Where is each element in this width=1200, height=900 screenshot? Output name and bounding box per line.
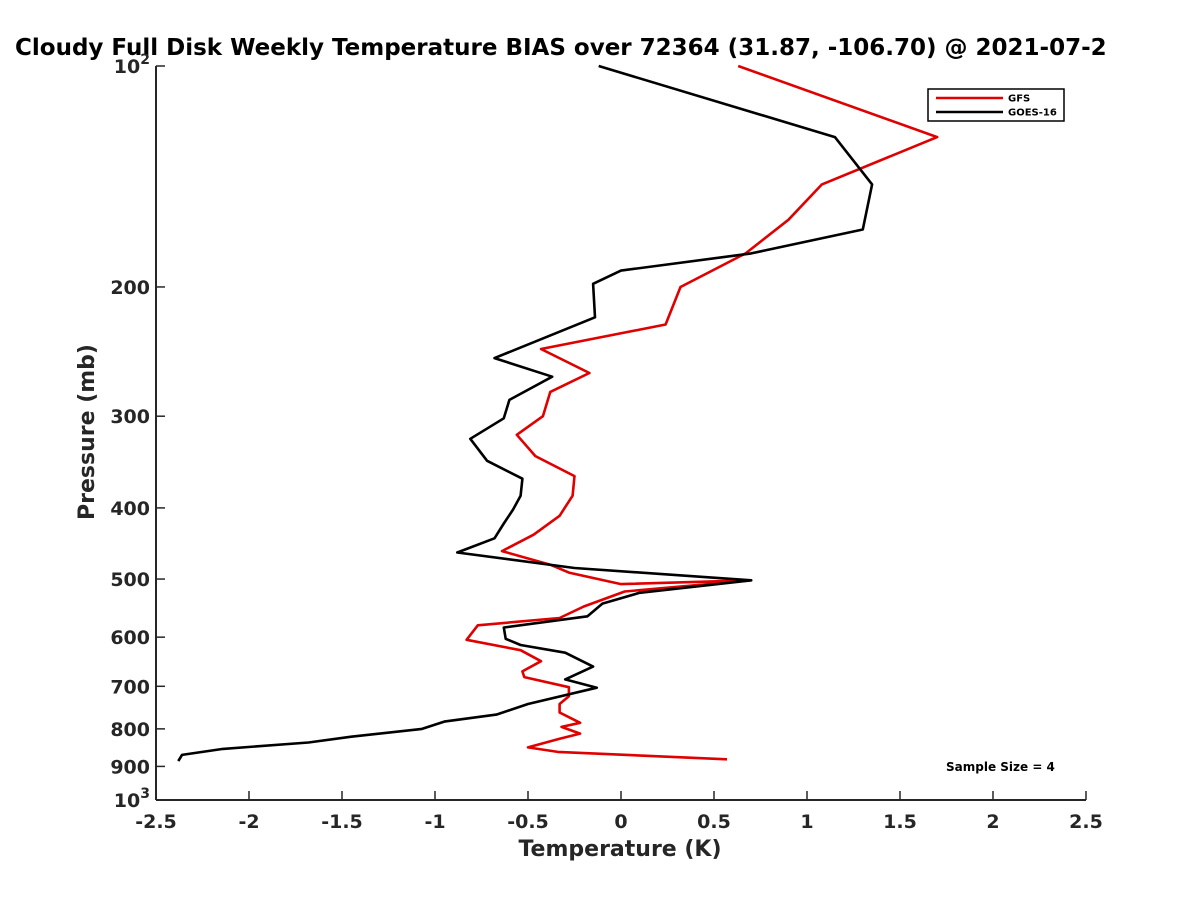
legend: GFS GOES-16 — [927, 88, 1065, 122]
chart-title: Cloudy Full Disk Weekly Temperature BIAS… — [15, 35, 1107, 61]
x-tick-label: -2 — [238, 811, 259, 833]
y-tick-label: 102 — [114, 52, 150, 78]
sample-size-annotation: Sample Size = 4 — [946, 760, 1055, 774]
y-tick-label: 600 — [110, 627, 150, 649]
x-tick-label: -0.5 — [507, 811, 549, 833]
x-tick-label: 1.5 — [883, 811, 917, 833]
x-tick-label: 2 — [986, 811, 999, 833]
series-line-gfs — [465, 64, 939, 761]
y-tick-label: 300 — [110, 406, 150, 428]
y-tick-label: 700 — [110, 676, 150, 698]
x-tick-label: 1 — [800, 811, 813, 833]
y-tick-label: 103 — [114, 786, 150, 812]
axes-layer: -2.5 -2 -1.5 -1 -0.5 0 0.5 1 1.5 2 2.5 102 200 300 400… — [110, 52, 1103, 833]
y-tick-label: 800 — [110, 719, 150, 741]
legend-label: GOES-16 — [1008, 108, 1057, 119]
x-axis-label: Temperature (K) — [518, 837, 721, 862]
y-tick-label: 500 — [110, 569, 150, 591]
y-tick-label: 400 — [110, 498, 150, 520]
y-tick-label: 200 — [110, 277, 150, 299]
y-tick-label: 900 — [110, 756, 150, 778]
x-tick-label: 0.5 — [697, 811, 731, 833]
series-line-goes-16 — [177, 64, 874, 762]
legend-label: GFS — [1008, 94, 1030, 105]
y-axis-label: Pressure (mb) — [75, 344, 100, 520]
x-tick-label: -1 — [424, 811, 445, 833]
x-tick-label: 0 — [614, 811, 627, 833]
x-tick-label: -1.5 — [321, 811, 363, 833]
series-layer — [177, 64, 939, 762]
x-tick-label: 2.5 — [1069, 811, 1103, 833]
legend-box — [927, 88, 1065, 122]
x-tick-label: -2.5 — [135, 811, 177, 833]
